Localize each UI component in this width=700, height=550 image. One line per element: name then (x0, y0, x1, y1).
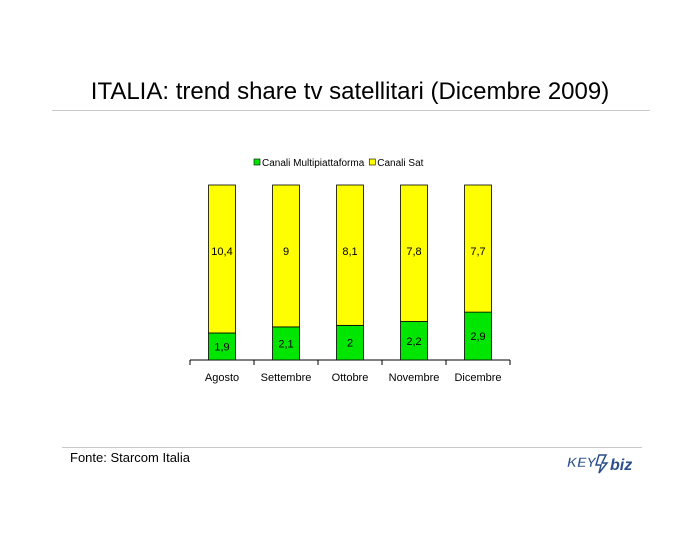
data-label-multipiattaforma: 2 (347, 338, 353, 350)
page-title: ITALIA: trend share tv satellitari (Dice… (90, 78, 610, 105)
bar-sat (400, 184, 428, 322)
legend-label-multipiattaforma: Canali Multipiattaforma (262, 158, 365, 169)
x-tick-label: Ottobre (332, 372, 369, 384)
data-label-sat: 8,1 (342, 246, 357, 258)
bar-multipiattaforma (208, 332, 236, 361)
x-tick-label: Settembre (261, 372, 312, 384)
data-label-sat: 9 (283, 246, 289, 258)
x-tick-label: Dicembre (454, 372, 501, 384)
source-note: Fonte: Starcom Italia (70, 450, 190, 465)
legend-swatch-multipiattaforma (253, 158, 261, 166)
x-tick-label: Novembre (389, 372, 440, 384)
bar-multipiattaforma (400, 321, 428, 361)
data-label-multipiattaforma: 2,9 (470, 331, 485, 343)
logo-key-text: KEY (567, 454, 597, 470)
legend-swatch-sat (368, 158, 376, 166)
data-label-sat: 7,8 (406, 246, 421, 258)
logo-biz-text: biz (610, 457, 632, 474)
bar-sat (336, 184, 364, 326)
bar-sat (208, 184, 236, 334)
bar-sat (272, 184, 300, 328)
bar-multipiattaforma (272, 326, 300, 361)
data-label-sat: 10,4 (211, 246, 232, 258)
bar-multipiattaforma (336, 324, 364, 361)
logo-bolt-icon (594, 454, 609, 474)
data-label-sat: 7,7 (470, 246, 485, 258)
bar-sat (464, 184, 492, 313)
data-label-multipiattaforma: 2,2 (406, 336, 421, 348)
key4biz-logo: KEY biz (566, 450, 646, 476)
data-label-multipiattaforma: 1,9 (214, 341, 229, 353)
x-tick-label: Agosto (205, 372, 239, 384)
footer-divider (62, 447, 642, 448)
data-label-multipiattaforma: 2,1 (278, 338, 293, 350)
legend-label-sat: Canali Sat (377, 158, 423, 169)
bar-multipiattaforma (464, 311, 492, 361)
title-divider (52, 110, 650, 111)
